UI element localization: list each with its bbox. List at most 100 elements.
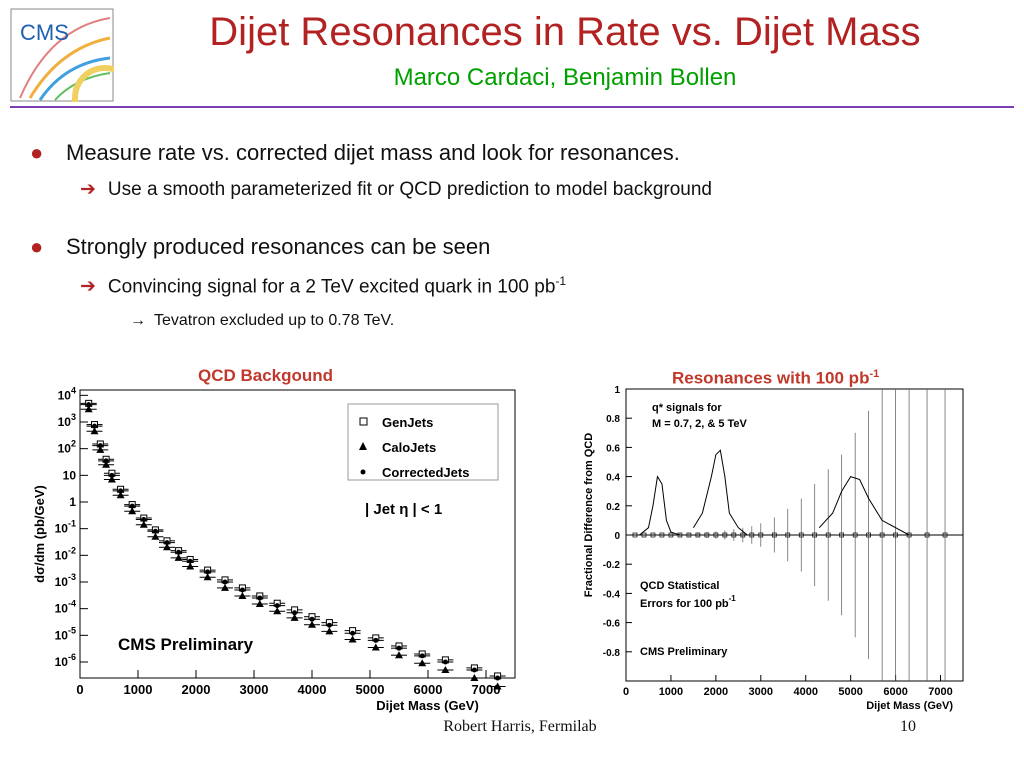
- y-tick-label: -0.4: [603, 589, 621, 600]
- y-tick-label: -0.8: [603, 648, 621, 659]
- calojets-marker: [128, 507, 137, 515]
- calojets-marker: [174, 553, 183, 561]
- x-tick-label: 5000: [838, 686, 862, 698]
- error-marker: [879, 532, 885, 538]
- error-marker: [924, 532, 930, 538]
- calojets-marker: [418, 659, 427, 667]
- calojets-marker: [493, 682, 502, 690]
- right-plot-label-text: Resonances with 100 pb: [672, 368, 870, 388]
- slide-subtitle: Marco Cardaci, Benjamin Bollen: [393, 64, 737, 91]
- legend-label: CorrectedJets: [382, 465, 469, 480]
- calojets-marker: [238, 591, 247, 599]
- logo-text: CMS: [20, 20, 69, 45]
- signal-curve: [639, 475, 681, 536]
- correctedjets-marker: [419, 653, 425, 659]
- x-tick-label: 1000: [124, 682, 153, 697]
- y-tick-label: 102: [58, 439, 76, 456]
- bullet-2-subsub: → Tevatron excluded up to 0.78 TeV.: [130, 312, 394, 330]
- bullet-2-sub: ➔ Convincing signal for a 2 TeV excited q…: [80, 274, 566, 298]
- error-marker: [812, 532, 818, 538]
- calojets-marker: [348, 635, 357, 643]
- x-tick-label: 7000: [928, 686, 952, 698]
- y-axis-title: dσ/dm (pb/GeV): [32, 485, 47, 583]
- correctedjets-marker: [257, 595, 263, 601]
- x-tick-label: 4000: [298, 682, 327, 697]
- correctedjets-marker: [222, 579, 228, 585]
- small-arrow-icon: →: [130, 312, 146, 329]
- y-tick-label: 1: [69, 495, 76, 509]
- eta-cut-annotation: | Jet η | < 1: [365, 501, 442, 518]
- x-axis-title: Dijet Mass (GeV): [866, 700, 953, 712]
- bullet-1-text: Measure rate vs. corrected dijet mass an…: [66, 140, 680, 165]
- calojets-marker: [186, 562, 195, 570]
- correctedjets-marker: [109, 472, 115, 478]
- error-marker: [749, 532, 755, 538]
- cms-preliminary-label: CMS Preliminary: [640, 646, 728, 658]
- bullet-dot-icon: ●: [30, 234, 44, 259]
- y-tick-label: 10-5: [55, 625, 76, 642]
- legend-marker: [359, 417, 368, 426]
- calojets-marker: [116, 491, 125, 499]
- x-tick-label: 0: [76, 682, 83, 697]
- error-marker: [740, 532, 746, 538]
- y-tick-label: 10-3: [55, 572, 76, 589]
- error-marker: [893, 532, 898, 538]
- error-marker: [659, 532, 665, 538]
- correctedjets-marker: [97, 443, 103, 449]
- error-marker: [668, 532, 674, 538]
- error-marker: [866, 532, 871, 538]
- correctedjets-marker: [129, 503, 135, 509]
- x-tick-label: 5000: [356, 682, 385, 697]
- correctedjets-marker: [442, 659, 448, 665]
- calojets-marker: [395, 651, 403, 659]
- correctedjets-marker: [187, 558, 193, 564]
- bullet-1-sub-text: Use a smooth parameterized fit or QCD pr…: [107, 179, 712, 200]
- chart-legend: GenJets CaloJets CorrectedJets: [347, 403, 499, 481]
- error-marker: [798, 532, 804, 538]
- error-marker: [839, 532, 845, 538]
- correctedjets-marker: [92, 423, 97, 429]
- signal-annotation-2: M = 0.7, 2, & 5 TeV: [652, 418, 748, 430]
- calojets-marker: [255, 599, 264, 607]
- y-tick-label: 0.2: [606, 502, 620, 513]
- error-marker: [771, 532, 777, 538]
- right-plot-label-sup: -1: [869, 368, 880, 380]
- calojets-marker: [470, 674, 479, 682]
- x-tick-label: 4000: [793, 686, 817, 698]
- legend-label: CaloJets: [382, 440, 436, 455]
- y-tick-label: 10-6: [55, 652, 76, 669]
- cms-preliminary-label: CMS Preliminary: [118, 635, 254, 654]
- legend-marker: [360, 469, 366, 475]
- slide-title: Dijet Resonances in Rate vs. Dijet Mass: [209, 10, 921, 54]
- bullet-2-sub-text: Convincing signal for a 2 TeV excited qu…: [107, 276, 556, 298]
- y-tick-label: 104: [58, 385, 76, 402]
- legend-label: GenJets: [382, 415, 433, 430]
- calojets-marker: [139, 520, 148, 528]
- y-tick-label: 10-1: [55, 519, 76, 536]
- error-marker: [713, 532, 719, 538]
- bullet-1-sub: ➔ Use a smooth parameterized fit or QCD p…: [80, 178, 712, 201]
- y-tick-label: 10-4: [55, 599, 76, 616]
- calojets-marker: [84, 405, 93, 413]
- correctedjets-marker: [373, 637, 379, 643]
- error-marker: [632, 532, 638, 538]
- arrow-icon: ➔: [80, 179, 96, 200]
- error-marker: [942, 532, 948, 538]
- signal-curve: [818, 476, 910, 536]
- bullet-2-sub-sup: -1: [555, 274, 567, 288]
- correctedjets-marker: [309, 616, 315, 622]
- calojets-marker: [151, 532, 160, 540]
- y-tick-label: 0.8: [606, 414, 620, 425]
- correctedjets-marker: [495, 675, 501, 681]
- error-marker: [758, 532, 764, 538]
- correctedjets-marker: [205, 569, 211, 575]
- correctedjets-marker: [326, 622, 332, 628]
- correctedjets-marker: [118, 488, 124, 494]
- correctedjets-marker: [274, 603, 280, 609]
- x-tick-label: 6000: [883, 686, 907, 698]
- arrow-icon: ➔: [80, 276, 96, 298]
- left-plot-label: QCD Backgound: [198, 366, 334, 385]
- calojets-marker: [96, 445, 105, 453]
- y-tick-label: 0.6: [606, 443, 620, 454]
- calojets-marker: [221, 583, 229, 591]
